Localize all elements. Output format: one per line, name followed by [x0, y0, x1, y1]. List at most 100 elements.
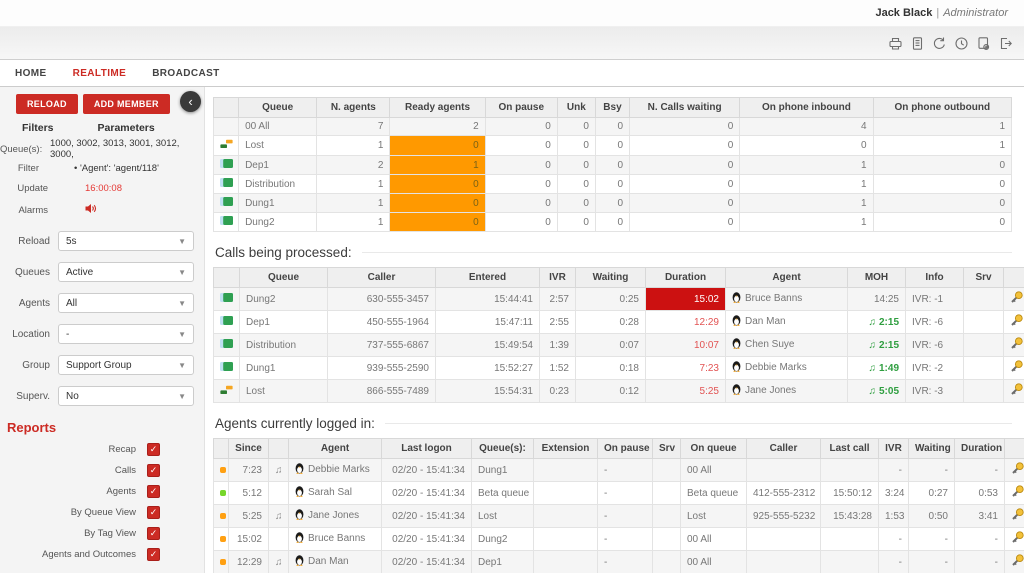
select-agents[interactable]: All ▼ — [58, 293, 194, 313]
queue-status-cell — [212, 135, 240, 156]
agent-icon — [295, 509, 304, 523]
agent-icon — [732, 292, 741, 306]
listen-icon[interactable] — [1010, 291, 1023, 307]
queue-name: Distribution — [239, 333, 328, 357]
listen-icon[interactable] — [1010, 360, 1023, 376]
select-queues[interactable]: Active ▼ — [58, 262, 194, 282]
listen-icon[interactable] — [1011, 462, 1024, 478]
queue-name: Distribution — [238, 174, 318, 194]
reload-button[interactable]: RELOAD — [16, 94, 78, 114]
queue-status-icon — [220, 362, 233, 374]
waiting: - — [908, 527, 955, 551]
report-row: Agents ✓ — [0, 485, 204, 498]
on-phone-inbound: 1 — [739, 193, 874, 213]
refresh-icon[interactable] — [931, 35, 948, 52]
call-row: Lost 866-555-7489 15:54:31 0:23 0:12 5:25 Jane… — [213, 379, 1024, 403]
report-checkbox[interactable]: ✓ — [147, 527, 160, 540]
main-panel: Queue N. agents Ready agents On pause Unk Bsy… — [205, 87, 1024, 573]
select-location[interactable]: - ▼ — [58, 324, 194, 344]
alarms-label: Alarms — [18, 204, 48, 216]
report-checkbox[interactable]: ✓ — [147, 464, 160, 477]
caller: 450-555-1964 — [327, 310, 436, 334]
caller: 939-555-2590 — [327, 356, 436, 380]
queue-name: 00 All — [238, 117, 318, 136]
queue-name: Lost — [239, 379, 328, 403]
select-value: 5s — [66, 235, 77, 247]
queue-status-icon — [220, 216, 233, 228]
report-label: By Queue View — [70, 507, 136, 518]
queue-status-icon — [220, 197, 233, 209]
agent-queues: Dung1 — [471, 458, 534, 482]
column-header: MOH — [847, 267, 906, 288]
listen-icon[interactable] — [1011, 508, 1024, 524]
tab-home[interactable]: HOME — [15, 67, 47, 79]
waiting: 0:25 — [575, 287, 646, 311]
ivr: - — [878, 527, 909, 551]
listen-icon[interactable] — [1010, 337, 1023, 353]
agent-icon — [295, 532, 304, 546]
queue-status-cell — [212, 212, 240, 232]
column-header: Since — [228, 438, 269, 459]
queue-row: Dung2 1 0 0 0 0 0 1 0 — [212, 212, 1013, 232]
export-settings-icon[interactable] — [975, 35, 992, 52]
srv — [963, 379, 1004, 403]
column-header: Entered — [435, 267, 540, 288]
listen-icon[interactable] — [1011, 485, 1024, 501]
calls-waiting: 0 — [628, 135, 741, 156]
last-logon: 02/20 - 15:41:34 — [381, 481, 472, 505]
ready-agents: 1 — [389, 155, 486, 175]
add-member-button[interactable]: ADD MEMBER — [82, 94, 170, 114]
chevron-down-icon: ▼ — [178, 391, 186, 401]
column-header — [268, 438, 289, 459]
report-checkbox[interactable]: ✓ — [147, 548, 160, 561]
info: IVR: -6 — [905, 333, 964, 357]
column-header: Waiting — [908, 438, 955, 459]
entered: 15:49:54 — [435, 333, 540, 357]
select-reload[interactable]: 5s ▼ — [58, 231, 194, 251]
unk: 0 — [556, 174, 596, 194]
listen-icon[interactable] — [1010, 314, 1023, 330]
calls-waiting: 0 — [628, 193, 741, 213]
queue-status-icon — [220, 178, 233, 190]
print-icon[interactable] — [887, 35, 904, 52]
last-logon: 02/20 - 15:41:34 — [381, 550, 472, 573]
logout-icon[interactable] — [997, 35, 1014, 52]
listen-icon[interactable] — [1010, 383, 1023, 399]
agent-status-icon — [220, 535, 226, 542]
on-phone-outbound: 0 — [872, 174, 1013, 194]
ready-agents: 0 — [389, 135, 486, 156]
listen-icon[interactable] — [1011, 531, 1024, 547]
agent-status-cell — [213, 458, 229, 482]
music-note-icon: ♫ — [868, 316, 876, 328]
agent-actions — [1004, 481, 1024, 505]
report-checkbox[interactable]: ✓ — [147, 443, 160, 456]
since: 7:23 — [228, 458, 269, 482]
music-note-icon: ♫ — [868, 385, 876, 397]
column-header: Srv — [652, 438, 681, 459]
select-superv[interactable]: No ▼ — [58, 386, 194, 406]
sidebar-collapse-button[interactable]: ‹ — [180, 91, 201, 112]
clock-icon[interactable] — [953, 35, 970, 52]
agent-status-cell — [213, 504, 229, 528]
agents-section-header: Agents currently logged in: — [215, 416, 1012, 431]
on-pause: - — [597, 458, 653, 482]
bsy: 0 — [594, 212, 631, 232]
last-call — [820, 458, 879, 482]
tab-broadcast[interactable]: BROADCAST — [152, 67, 220, 79]
on-pause: - — [597, 504, 653, 528]
tab-realtime[interactable]: REALTIME — [72, 67, 127, 79]
report-checkbox[interactable]: ✓ — [147, 485, 160, 498]
listen-icon[interactable] — [1011, 554, 1024, 570]
alarm-speaker-icon[interactable] — [85, 203, 97, 217]
queue-name: Dung2 — [239, 287, 328, 311]
agent-row: 15:02 Bruce Banns 02/20 - 15:41:34 Dung2 - 00… — [213, 527, 1024, 551]
on-queue: 00 All — [680, 527, 747, 551]
waiting: 0:12 — [575, 379, 646, 403]
log-report-icon[interactable] — [909, 35, 926, 52]
on-phone-inbound: 4 — [739, 117, 874, 136]
select-group[interactable]: Support Group ▼ — [58, 355, 194, 375]
queue-status-icon — [220, 159, 233, 171]
select-value: Active — [66, 266, 94, 278]
on-phone-outbound: 0 — [872, 155, 1013, 175]
report-checkbox[interactable]: ✓ — [147, 506, 160, 519]
